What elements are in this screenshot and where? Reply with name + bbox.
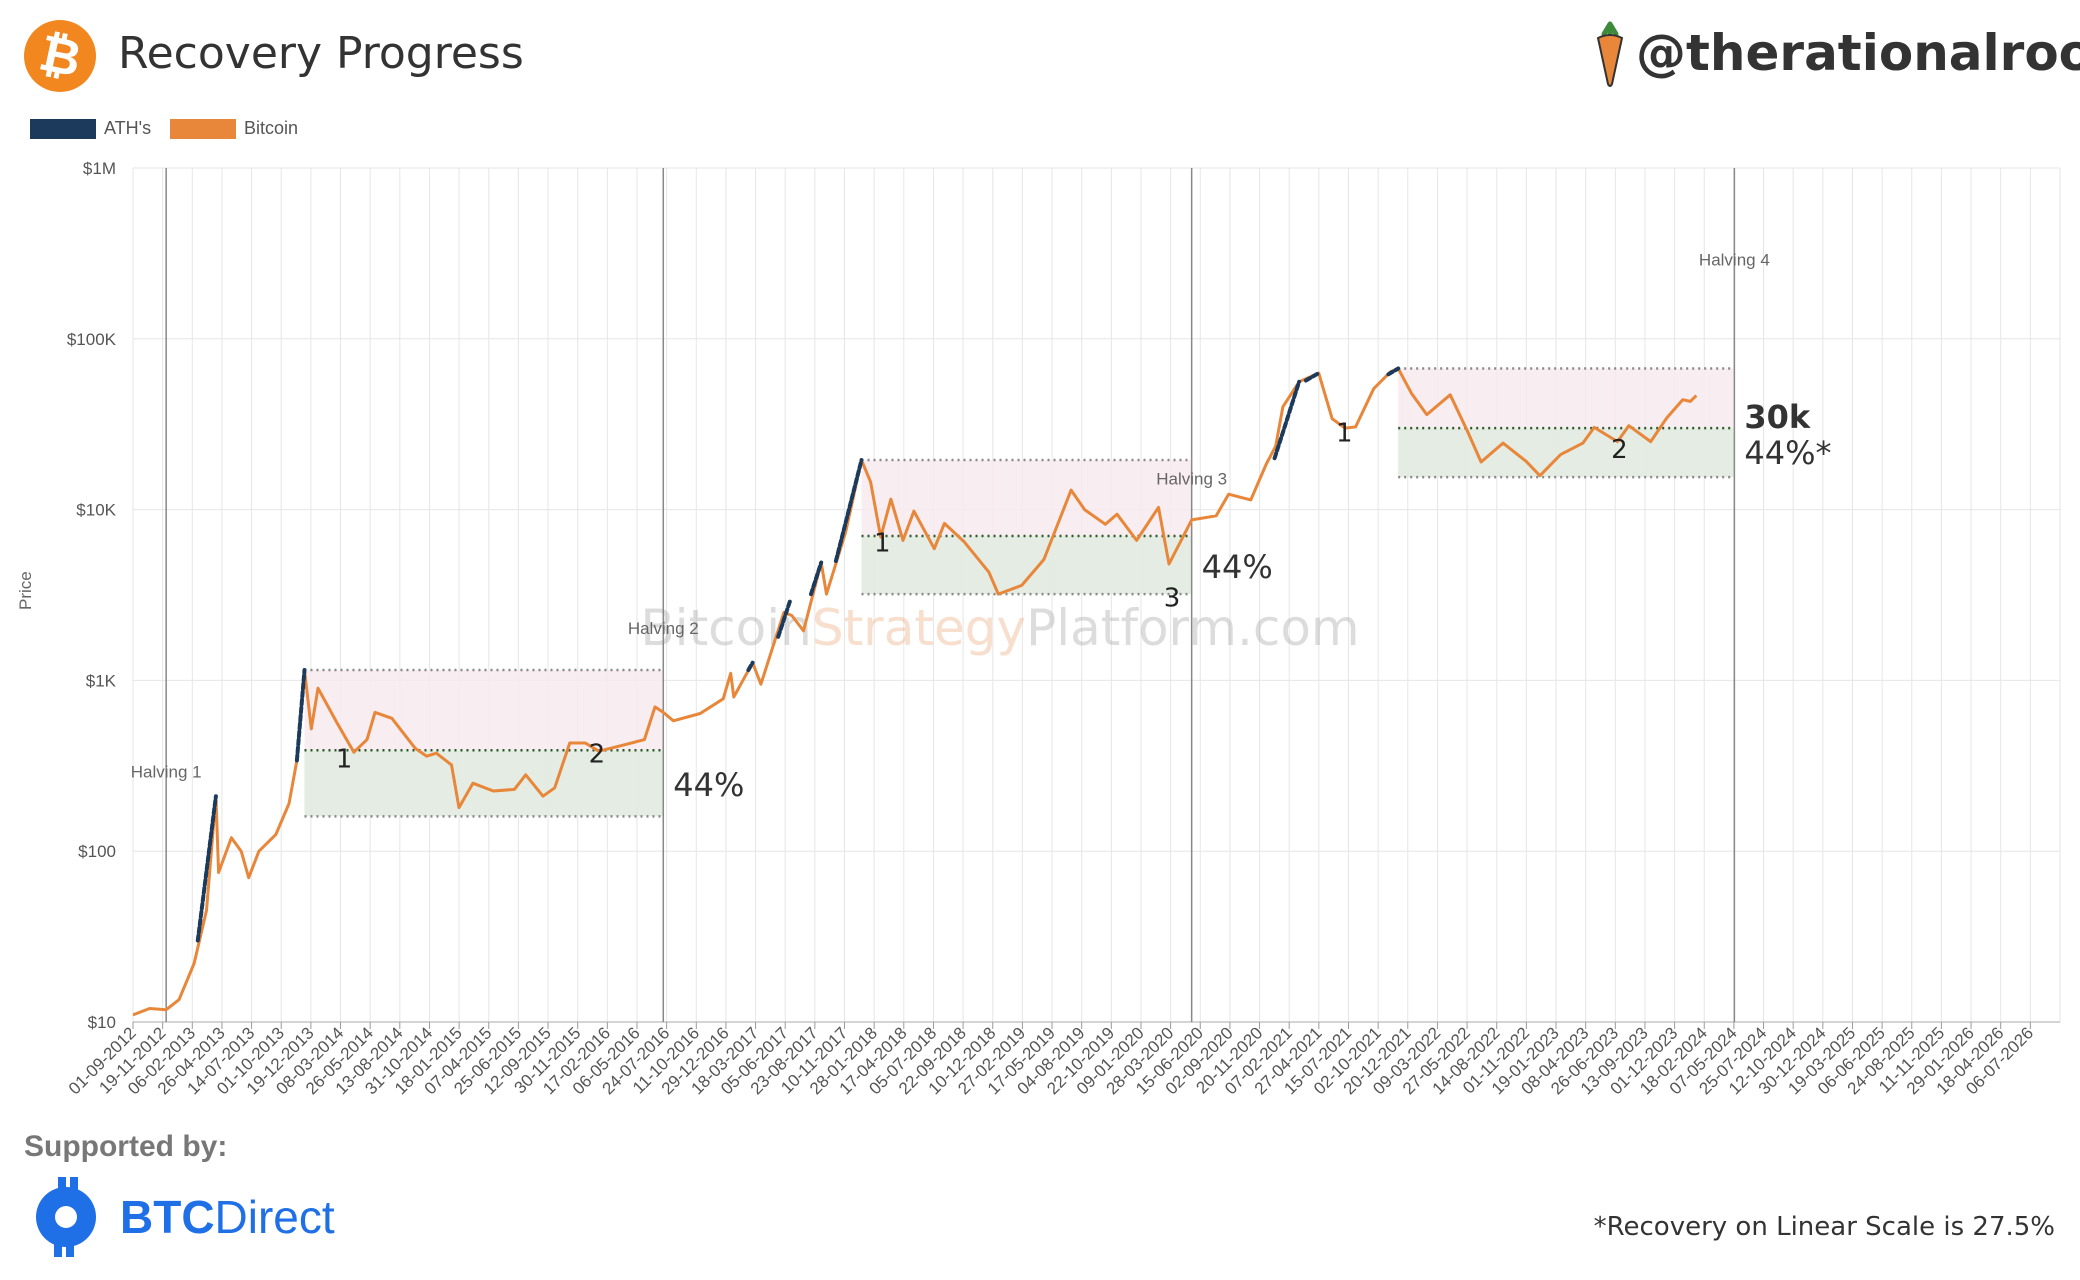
halving-label: Halving 4 [1699,250,1770,269]
supported-by-label: Supported by: [24,1130,228,1163]
retest-marker-label: 1 [1336,419,1353,449]
author-handle: @therationalroot [1636,24,2080,82]
legend-swatch-bitcoin [170,118,236,139]
y-tick-label: $10 [88,1013,116,1032]
ath-segment [833,458,864,563]
sponsor-name: BTCDirect [120,1191,335,1243]
legend-swatch-ath [30,118,96,139]
legend-item-ath: ATH's [30,118,151,139]
retest-marker-label: 1 [336,744,353,774]
ath-segment [195,794,218,943]
y-tick-label: $10K [76,501,116,520]
recovery-level-label: 30k [1744,398,1811,436]
ath-segment [1386,366,1401,377]
ath-segment [1272,379,1302,461]
legend-label-ath: ATH's [104,118,152,138]
y-tick-label: $100K [67,330,117,349]
ath-segment [1303,371,1321,383]
ath-segment [809,560,824,597]
retest-marker-label: 3 [1164,584,1181,614]
retest-marker-label: 1 [874,528,891,558]
recovery-zone-lower [304,750,664,817]
recovery-zone-lower [861,536,1192,595]
recovery-percent-label: 44%* [1744,434,1831,472]
legend-item-bitcoin: Bitcoin [170,118,298,139]
bitcoin-price-line [132,367,1698,1017]
ath-segment [746,660,755,672]
retest-marker-label: 2 [589,740,606,770]
footnote: *Recovery on Linear Scale is 27.5% [1593,1212,2055,1242]
recovery-zone-upper [1398,368,1735,429]
halving-label: Halving 2 [628,619,699,638]
recovery-percent-label: 44% [673,766,744,804]
halving-label: Halving 3 [1156,470,1227,489]
bitcoin-logo-icon: ₿ [24,20,96,92]
watermark: BitcoinStrategyPlatform.com [640,599,1359,657]
legend-label-bitcoin: Bitcoin [244,118,299,138]
halving-label: Halving 1 [131,763,202,782]
retest-marker-label: 2 [1611,435,1628,465]
y-tick-label: $100 [78,842,116,861]
carrot-icon [1596,21,1624,87]
ath-segment [294,668,307,763]
recovery-zone-upper [861,460,1192,537]
btcdirect-logo-icon [36,1177,96,1257]
y-tick-label: $1K [86,671,117,690]
page-title: Recovery Progress [118,28,524,79]
recovery-zone-upper [304,670,664,751]
price-chart: 01-09-201219-11-201206-02-201326-04-2013… [65,159,2061,1098]
ath-segment [776,599,792,639]
y-tick-label: $1M [83,159,116,178]
recovery-percent-label: 44% [1202,548,1273,586]
